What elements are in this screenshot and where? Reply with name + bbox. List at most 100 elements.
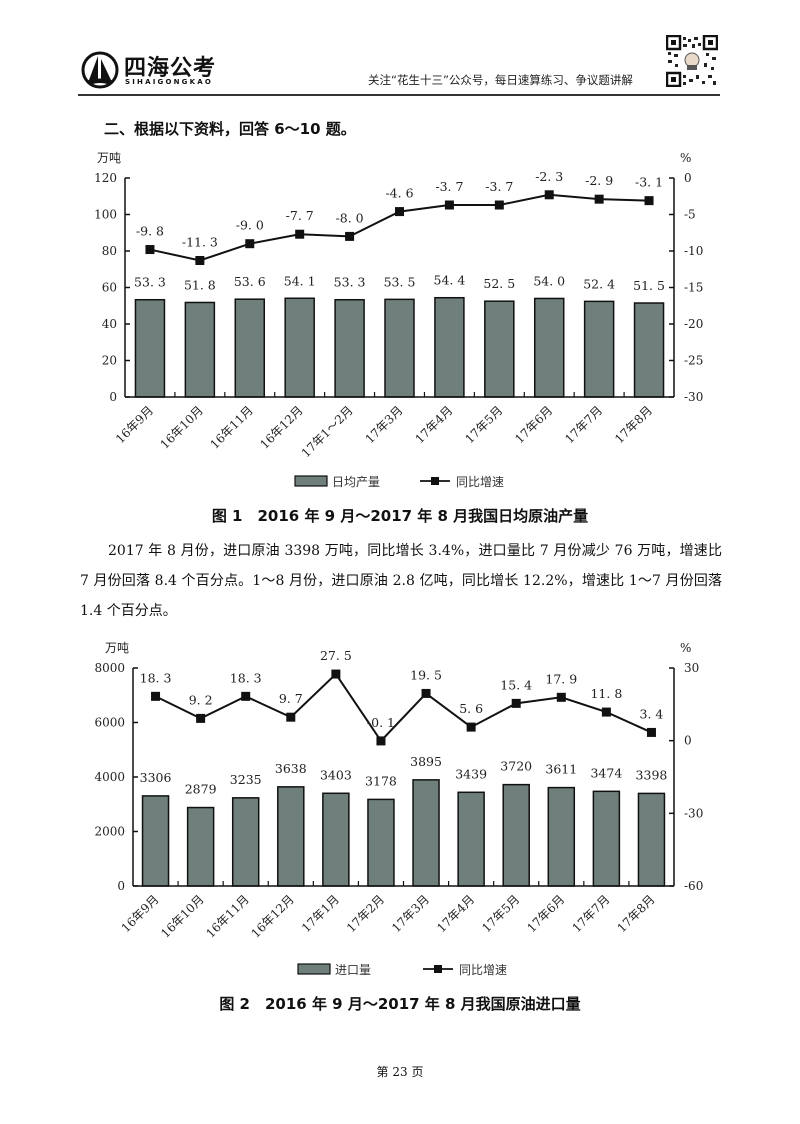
bar-value-label: 3638 (275, 761, 307, 776)
left-tick-label: 0 (117, 879, 125, 893)
bar-value-label: 3398 (636, 767, 668, 782)
left-tick-label: 4000 (94, 770, 125, 784)
bar (277, 786, 305, 887)
category-label: 17年4月 (412, 403, 455, 446)
category-label: 16年10月 (158, 892, 206, 940)
category-label: 17年4月 (434, 892, 477, 935)
line-marker (395, 207, 404, 217)
header-divider (78, 94, 720, 96)
line-marker (376, 736, 386, 746)
legend-bar-label: 进口量 (335, 963, 371, 977)
bar-value-label: 3235 (230, 772, 262, 787)
line-marker (196, 713, 206, 723)
line-value-label: 9. 2 (189, 692, 213, 707)
bar-value-label: 54. 0 (533, 273, 565, 288)
right-axis-unit: % (680, 641, 691, 655)
figure2-chart: 万吨% 3306 2879 3235 3638 3403 3178 3895 3439 3720 3… (0, 630, 800, 990)
body-paragraph: 2017 年 8 月份，进口原油 3398 万吨，同比增长 3.4%，进口量比 … (80, 536, 722, 626)
left-tick-label: 100 (94, 208, 117, 222)
bar (533, 297, 565, 398)
line-marker (494, 200, 504, 210)
category-label: 16年9月 (113, 403, 156, 446)
right-tick-label: 0 (684, 734, 692, 748)
bar (234, 298, 266, 398)
left-tick-label: 60 (102, 281, 117, 295)
bar (633, 302, 665, 398)
line-marker (331, 669, 341, 679)
right-tick-label: -5 (684, 208, 696, 222)
category-label: 17年5月 (462, 403, 505, 446)
line-value-label: -7. 7 (286, 208, 314, 223)
category-label: 17年7月 (569, 892, 612, 935)
right-tick-label: 0 (684, 171, 692, 185)
line-value-label: 5. 6 (459, 701, 483, 716)
left-axis-unit: 万吨 (97, 151, 121, 165)
figure1-caption: 图 1 2016 年 9 月～2017 年 8 月我国日均原油产量 (211, 507, 589, 525)
bar-value-label: 3306 (140, 770, 172, 785)
bar-value-label: 54. 4 (434, 273, 466, 288)
growth-line (149, 193, 650, 262)
category-label: 17年6月 (524, 892, 567, 935)
legend-bar-swatch (297, 963, 331, 975)
line-value-label: -4. 6 (385, 186, 413, 201)
bar (184, 301, 216, 398)
left-tick-label: 40 (102, 317, 117, 331)
line-value-label: 9. 7 (279, 691, 303, 706)
category-label: 16年11月 (203, 892, 251, 940)
bar (367, 798, 395, 887)
bar (284, 297, 315, 398)
bar (457, 791, 485, 887)
header-slogan: 关注“花生十三”公众号，每日速算练习、争议题讲解 (368, 73, 633, 87)
bar-value-label: 3403 (320, 767, 352, 782)
line-marker (195, 255, 205, 265)
bar (322, 792, 350, 887)
category-label: 17年1～2月 (299, 403, 356, 460)
category-label: 17年8月 (615, 892, 658, 935)
bar-value-label: 53. 3 (334, 275, 366, 290)
line-marker (421, 688, 431, 698)
page-number: 第 23 页 (376, 1065, 424, 1079)
category-label: 16年11月 (207, 403, 255, 451)
category-label: 17年7月 (562, 403, 605, 446)
figure2-caption: 图 2 2016 年 9 月～2017 年 8 月我国原油进口量 (219, 995, 581, 1013)
legend-bar-label: 日均产量 (332, 475, 380, 489)
right-tick-label: -30 (684, 390, 703, 404)
left-tick-label: 20 (102, 354, 117, 368)
line-marker (556, 692, 566, 702)
right-axis-unit: % (680, 151, 691, 165)
category-label: 16年9月 (119, 892, 162, 935)
bar-value-label: 3895 (410, 754, 442, 769)
line-marker (594, 194, 604, 204)
logo-chinese-text: 四海公考 (124, 56, 217, 81)
line-value-label: 27. 5 (320, 648, 352, 663)
bar (134, 298, 166, 398)
bar-value-label: 3611 (545, 762, 577, 777)
bar (592, 790, 621, 887)
line-marker (145, 245, 155, 255)
growth-line (155, 672, 652, 743)
right-tick-label: -15 (684, 281, 703, 295)
bar (334, 298, 365, 398)
bar-value-label: 53. 6 (234, 274, 266, 289)
legend-line-label: 同比增速 (459, 963, 507, 977)
category-label: 17年8月 (612, 403, 655, 446)
bar-value-label: 3720 (500, 759, 532, 774)
bar-value-label: 3474 (590, 765, 622, 780)
line-marker (646, 727, 656, 737)
bar (547, 786, 576, 887)
line-marker (295, 229, 305, 239)
right-tick-label: 30 (684, 661, 699, 675)
category-label: 17年2月 (344, 892, 387, 935)
category-label: 16年12月 (248, 892, 296, 940)
line-value-label: 18. 3 (230, 670, 262, 685)
bar (502, 783, 530, 887)
bar-value-label: 51. 5 (633, 278, 665, 293)
right-tick-label: -30 (684, 806, 703, 820)
left-axis-unit: 万吨 (105, 641, 129, 655)
left-tick-label: 6000 (94, 716, 125, 730)
line-value-label: -0. 1 (367, 715, 395, 730)
line-value-label: -11. 3 (182, 234, 218, 249)
bar-value-label: 52. 4 (583, 276, 615, 291)
category-label: 17年3月 (363, 403, 406, 446)
line-marker (544, 190, 554, 200)
